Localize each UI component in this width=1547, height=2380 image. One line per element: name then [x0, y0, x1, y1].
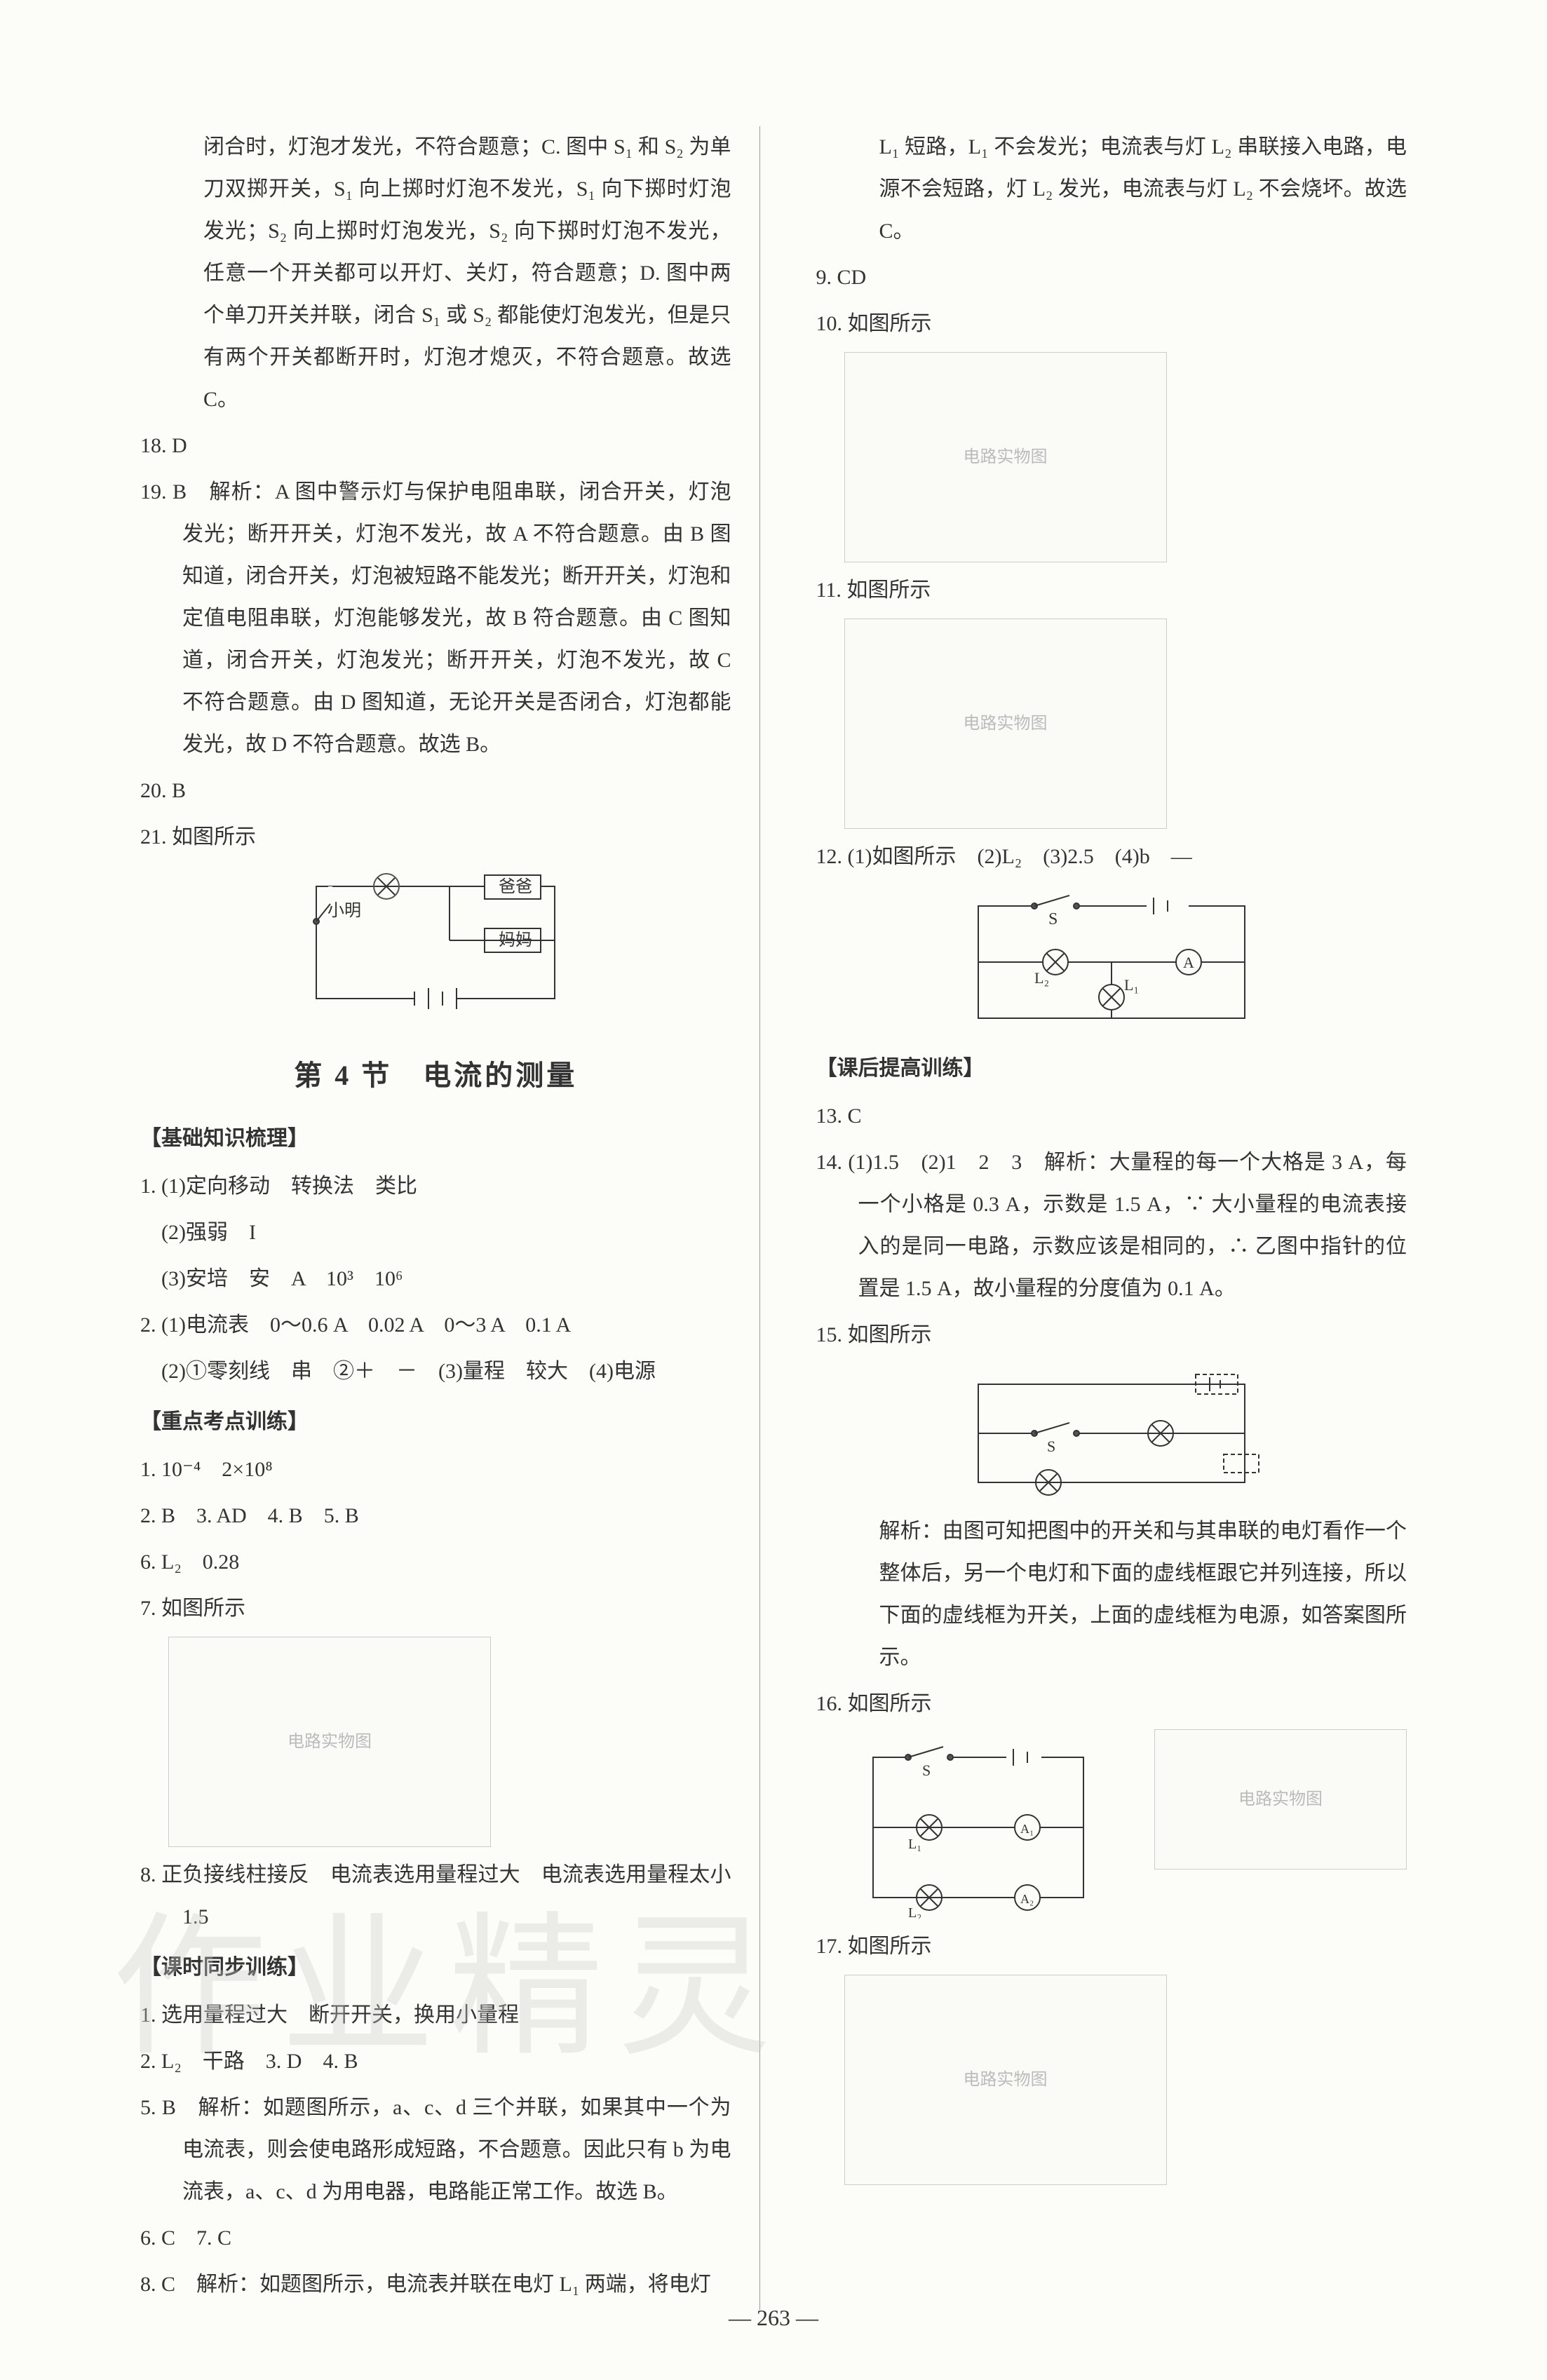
q2-1: 2. (1)电流表 0～0.6 A 0.02 A 0～3 A 0.1 A [140, 1304, 731, 1346]
right-p11: 11. 如图所示 [816, 569, 1407, 611]
q2-2: (2)①零刻线 串 ②＋ － (3)量程 较大 (4)电源 [140, 1351, 731, 1393]
t13: 13. C [816, 1095, 1407, 1137]
label-l2-12: L₂ [1034, 969, 1049, 987]
diagram-16b-caption: 电路实物图 [1238, 1783, 1323, 1816]
diagram-11: 电路实物图 [844, 618, 1167, 829]
diagram-21: 爸爸 妈妈 小明 [288, 865, 583, 1020]
r7: 7. 如图所示 [140, 1588, 731, 1630]
right-p10: 10. 如图所示 [816, 303, 1407, 345]
diagram-16a: S L₁ L₂ A₁ A₂ [852, 1736, 1104, 1919]
label-l1-12: L₁ [1124, 976, 1139, 994]
page-root: 闭合时，灯泡才发光，不符合题意；C. 图中 S₁ 和 S₂ 为单刀双掷开关，S₁… [0, 0, 1547, 2380]
label-s-12: S [1048, 910, 1058, 928]
subsection-basics: 【基础知识梳理】 [140, 1118, 731, 1160]
label-mom: 妈妈 [499, 931, 532, 949]
diagram-10: 电路实物图 [844, 352, 1167, 562]
r2: 2. B 3. AD 4. B 5. B [140, 1495, 731, 1537]
r6: 6. L₂ 0.28 [140, 1541, 731, 1583]
diagram-11-caption: 电路实物图 [964, 707, 1048, 741]
page-number: — 263 — [729, 2305, 818, 2331]
label-xiaoming: 小明 [327, 901, 361, 920]
r1: 1. 10⁻⁴ 2×10⁸ [140, 1449, 731, 1491]
left-p19: 19. B 解析：A 图中警示灯与保护电阻串联，闭合开关，灯泡发光；断开开关，灯… [140, 471, 731, 766]
diagram-10-caption: 电路实物图 [964, 440, 1048, 474]
label-a1-16: A₁ [1020, 1822, 1034, 1836]
r8: 8. 正负接线柱接反 电流表选用量程过大 电流表选用量程太小 1.5 [140, 1854, 731, 1938]
label-l2-16: L₂ [908, 1905, 921, 1919]
q1-2: (2)强弱 I [140, 1212, 731, 1254]
label-a-12: A [1183, 954, 1194, 971]
t15-note: 解析：由图可知把图中的开关和与其串联的电灯看作一个整体后，另一个电灯和下面的虚线… [816, 1510, 1407, 1679]
right-p12: 12. (1)如图所示 (2)L₂ (3)2.5 (4)b — [816, 836, 1407, 878]
diagram-16b: 电路实物图 [1154, 1729, 1407, 1869]
s2: 2. L₂ 干路 3. D 4. B [140, 2041, 731, 2083]
diagram-17: 电路实物图 [844, 1975, 1167, 2185]
t15: 15. 如图所示 [816, 1314, 1407, 1356]
left-p1: 闭合时，灯泡才发光，不符合题意；C. 图中 S₁ 和 S₂ 为单刀双掷开关，S₁… [140, 126, 731, 421]
right-p1: L₁ 短路，L₁ 不会发光；电流表与灯 L₂ 串联接入电路，电源不会短路，灯 L… [816, 126, 1407, 252]
label-a2-16: A₂ [1020, 1892, 1034, 1906]
subsection-keypoints: 【重点考点训练】 [140, 1401, 731, 1443]
diagram-17-caption: 电路实物图 [964, 2063, 1048, 2097]
label-s-15: S [1047, 1438, 1055, 1455]
left-column: 闭合时，灯泡才发光，不符合题意；C. 图中 S₁ 和 S₂ 为单刀双掷开关，S₁… [140, 126, 760, 2310]
subsection-after: 【课后提高训练】 [816, 1048, 1407, 1090]
subsection-sync: 【课时同步训练】 [140, 1947, 731, 1989]
label-dad: 爸爸 [499, 877, 532, 896]
left-p18: 18. D [140, 425, 731, 467]
diagram-7: 电路实物图 [168, 1637, 491, 1847]
left-p20: 20. B [140, 770, 731, 812]
q1-3: (3)安培 安 A 10³ 10⁶ [140, 1258, 731, 1300]
right-p9: 9. CD [816, 257, 1407, 299]
left-p21: 21. 如图所示 [140, 816, 731, 858]
t16: 16. 如图所示 [816, 1683, 1407, 1725]
diagram-7-caption: 电路实物图 [288, 1725, 372, 1759]
s5: 5. B 解析：如题图所示，a、c、d 三个并联，如果其中一个为电流表，则会使电… [140, 2087, 731, 2213]
s6: 6. C 7. C [140, 2217, 731, 2259]
s1: 1. 选用量程过大 断开开关，换用小量程 [140, 1994, 731, 2036]
label-l1-16: L₁ [908, 1837, 921, 1852]
diagram-12: S L₂ L₁ A [950, 885, 1273, 1039]
section-title-4: 第 4 节 电流的测量 [140, 1048, 731, 1104]
diagram-15: S [950, 1363, 1273, 1503]
s8: 8. C 解析：如题图所示，电流表并联在电灯 L₁ 两端，将电灯 [140, 2264, 731, 2306]
t17: 17. 如图所示 [816, 1926, 1407, 1968]
label-s-16: S [922, 1762, 931, 1779]
q1-1: 1. (1)定向移动 转换法 类比 [140, 1165, 731, 1208]
right-column: L₁ 短路，L₁ 不会发光；电流表与灯 L₂ 串联接入电路，电源不会短路，灯 L… [802, 126, 1407, 2310]
t14: 14. (1)1.5 (2)1 2 3 解析：大量程的每一个大格是 3 A，每一… [816, 1142, 1407, 1310]
